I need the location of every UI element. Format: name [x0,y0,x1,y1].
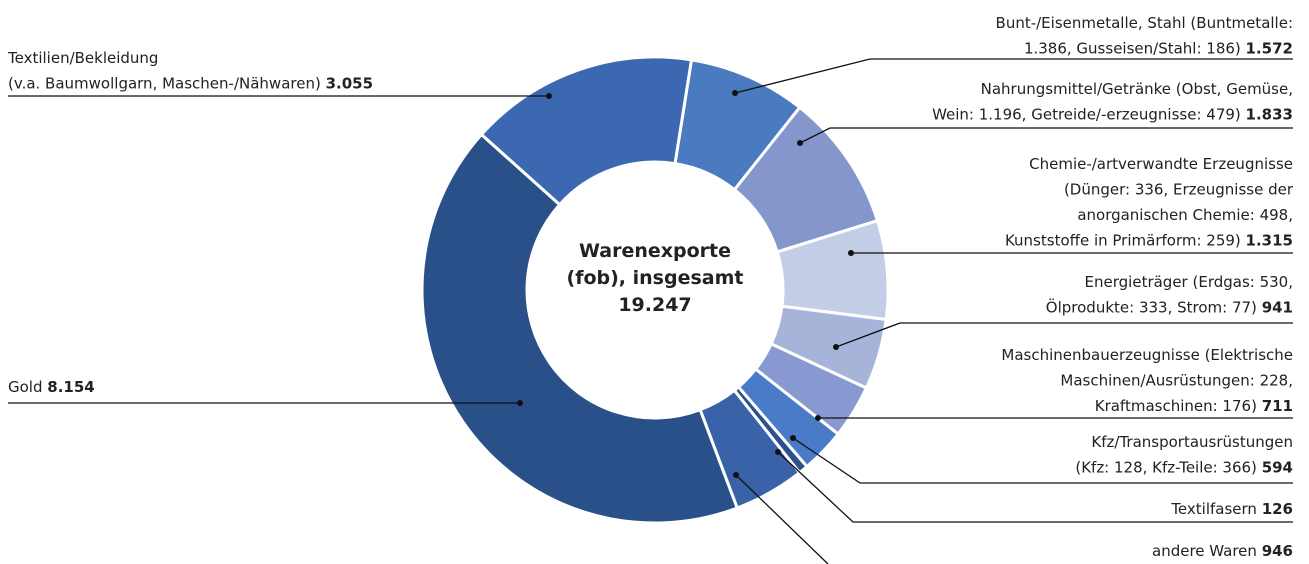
leader-dot [733,472,739,478]
center-line: Warenexporte [579,240,731,262]
leader-line [777,451,1293,523]
center-value: 19.247 [618,294,691,316]
value-label: 594 [1262,459,1293,477]
leader-line [799,127,1293,144]
donut-segment [479,55,694,207]
label-line: Energieträger (Erdgas: 530, [1085,273,1293,291]
label-line: anorganischen Chemie: 498, [1077,206,1293,224]
segment-label: Nahrungsmittel/Getränke (Obst, Gemüse, We… [932,80,1293,124]
label-line: 1.386, Gusseisen/Stahl: 186) [1024,40,1246,58]
leader-dot [833,344,839,350]
segment-label: Chemie-/artverwandte Erzeugnisse (Dünger:… [1005,155,1294,250]
label-line: Maschinen/Ausrüstungen: 228, [1060,372,1293,390]
label-line: andere Waren [1152,542,1262,560]
leader-dot [546,93,552,99]
donut-segment [420,132,740,525]
label-line: Textilfasern [1170,500,1261,518]
label-line: Kunststoffe in Primärform: 259) [1005,232,1246,250]
segment-label: andere Waren 946 [1152,542,1293,560]
label-line: Kfz/Transportausrüstungen [1091,433,1293,451]
label-line: Ölprodukte: 333, Strom: 77) [1046,298,1262,317]
center-line: (fob), insgesamt [567,267,744,289]
leader-dot [848,250,854,256]
label-line: Maschinenbauerzeugnisse (Elektrische [1001,346,1293,364]
leader-dot [732,90,738,96]
value-label: 946 [1262,542,1293,560]
value-label: 711 [1262,397,1293,415]
label-line: Bunt-/Eisenmetalle, Stahl (Buntmetalle: [996,14,1293,32]
value-label: 126 [1262,500,1293,518]
leader-dot [775,449,781,455]
label-line: Kraftmaschinen: 176) [1095,397,1262,415]
leader-dot [797,140,803,146]
label-line: Textilien/Bekleidung [7,49,158,67]
value-label: 8.154 [47,378,94,396]
center-title: Warenexporte (fob), insgesamt [567,240,744,289]
segment-label: Bunt-/Eisenmetalle, Stahl (Buntmetalle: 1… [996,14,1293,58]
leader-line [735,474,829,564]
segment-label: Maschinenbauerzeugnisse (Elektrische Masc… [1001,346,1293,415]
value-label: 1.833 [1246,106,1293,124]
label-line: Wein: 1.196, Getreide/-erzeugnisse: 479) [932,106,1245,124]
segment-label: Gold 8.154 [8,378,95,396]
segment-label: Kfz/Transportausrüstungen (Kfz: 128, Kfz-… [1075,433,1293,477]
label-line: (Kfz: 128, Kfz-Teile: 366) [1075,459,1261,477]
leader-line [792,437,1293,484]
label-line: Chemie-/artverwandte Erzeugnisse [1029,155,1293,173]
label-line: Nahrungsmittel/Getränke (Obst, Gemüse, [981,80,1293,98]
leader-line [734,58,1293,94]
leader-line [835,322,1293,348]
leader-dot [815,415,821,421]
value-label: 1.315 [1246,232,1293,250]
leader-dot [517,400,523,406]
segment-label: Textilien/Bekleidung (v.a. Baumwollgarn, … [7,49,373,93]
segment-label: Energieträger (Erdgas: 530, Ölprodukte: 3… [1046,273,1293,317]
label-line: Gold [8,378,47,396]
leader-dot [790,435,796,441]
value-label: 3.055 [326,75,373,93]
label-line: (v.a. Baumwollgarn, Maschen-/Nähwaren) [8,75,326,93]
value-label: 941 [1262,299,1293,317]
label-line: (Dünger: 336, Erzeugnisse der [1064,181,1294,199]
segment-label: Textilfasern 126 [1170,500,1293,518]
value-label: 1.572 [1246,40,1293,58]
